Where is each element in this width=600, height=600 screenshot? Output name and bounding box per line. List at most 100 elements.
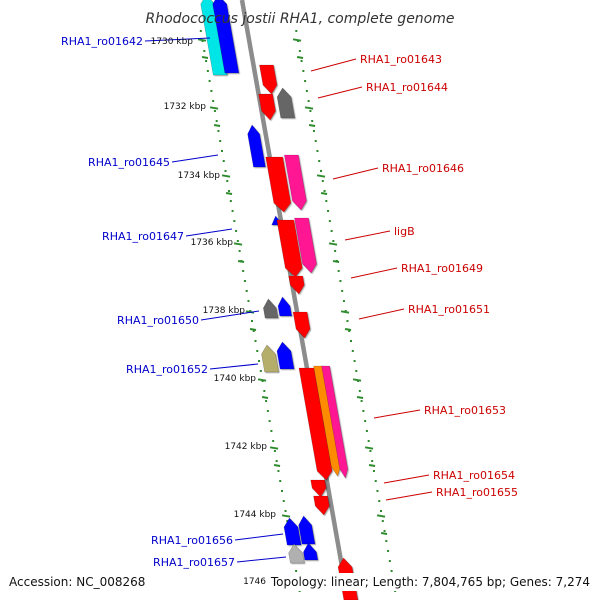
guide-dot-right bbox=[353, 360, 356, 362]
leader-line bbox=[332, 167, 379, 180]
genome-summary-text: Topology: linear; Length: 7,804,765 bp; … bbox=[270, 575, 590, 589]
gene-label-right[interactable]: RHA1_ro01654 bbox=[433, 469, 515, 482]
gene-arrow-blue bbox=[298, 515, 316, 545]
gene-label-right[interactable]: RHA1_ro01643 bbox=[360, 53, 442, 66]
guide-dot-right bbox=[355, 370, 358, 372]
label-leader-lines bbox=[144, 37, 433, 563]
guide-dot-left bbox=[229, 200, 232, 202]
guide-dot-right bbox=[316, 150, 319, 152]
guide-dot-right bbox=[312, 130, 315, 132]
minor-tick-right bbox=[368, 464, 376, 467]
leader-line bbox=[200, 310, 260, 321]
guide-dot-right bbox=[348, 330, 351, 332]
gene-label-left[interactable]: RHA1_ro01647 bbox=[102, 230, 184, 243]
guide-dot-right bbox=[307, 100, 310, 102]
guide-dot-left bbox=[238, 250, 241, 252]
gene-arrow-red bbox=[258, 93, 276, 121]
guide-dot-right bbox=[341, 290, 344, 292]
guide-dot-left bbox=[233, 220, 236, 222]
leader-line bbox=[385, 491, 433, 501]
guide-dot-right bbox=[369, 450, 372, 452]
major-tick-right bbox=[316, 174, 326, 178]
gene-label-right[interactable]: RHA1_ro01655 bbox=[436, 486, 518, 499]
gene-label-left[interactable]: RHA1_ro01652 bbox=[126, 363, 208, 376]
leader-line bbox=[171, 154, 219, 163]
minor-tick-left bbox=[213, 124, 221, 127]
gene-label-left[interactable]: RHA1_ro01656 bbox=[151, 534, 233, 547]
minor-tick-left bbox=[249, 328, 257, 331]
gene-arrow-red bbox=[298, 367, 333, 481]
left-gene-labels: RHA1_ro01642 RHA1_ro01645 RHA1_ro01647 R… bbox=[61, 35, 235, 569]
guide-dot-left bbox=[212, 100, 215, 102]
gene-arrow-gray bbox=[276, 87, 296, 119]
guide-dot-right bbox=[332, 240, 335, 242]
major-tick-right bbox=[352, 378, 362, 382]
major-tick-right bbox=[292, 38, 302, 42]
major-tick-left bbox=[269, 446, 279, 450]
guide-dot-left bbox=[245, 290, 248, 292]
gene-label-right[interactable]: RHA1_ro01653 bbox=[424, 404, 506, 417]
gene-arrow-red bbox=[276, 219, 303, 278]
major-tick-left bbox=[209, 106, 219, 110]
gene-label-right[interactable]: RHA1_ro01644 bbox=[366, 81, 448, 94]
leader-line bbox=[236, 556, 287, 563]
guide-dot-right bbox=[311, 120, 314, 122]
minor-tick-right bbox=[308, 124, 316, 127]
leader-line bbox=[234, 533, 284, 541]
guide-dot-right bbox=[330, 230, 333, 232]
guide-dot-left bbox=[282, 500, 285, 502]
gene-arrow-blue bbox=[276, 341, 295, 370]
guide-dot-left bbox=[265, 400, 268, 402]
guide-dot-left bbox=[263, 390, 266, 392]
gene-label-left[interactable]: RHA1_ro01645 bbox=[88, 156, 170, 169]
guide-dot-right bbox=[323, 190, 326, 192]
guide-dot-right bbox=[381, 520, 384, 522]
gene-arrow-gray bbox=[263, 298, 279, 319]
guide-dot-left bbox=[272, 440, 275, 442]
guide-dot-left bbox=[205, 60, 208, 62]
guide-dot-left bbox=[256, 350, 259, 352]
guide-dot-right bbox=[337, 270, 340, 272]
gene-label-left[interactable]: RHA1_ro01642 bbox=[61, 35, 143, 48]
minor-tick-right bbox=[296, 56, 304, 59]
guide-dot-right bbox=[371, 460, 374, 462]
gene-label-right[interactable]: RHA1_ro01649 bbox=[401, 262, 483, 275]
guide-dot-right bbox=[365, 430, 368, 432]
leader-line bbox=[350, 267, 398, 279]
guide-dot-right bbox=[304, 80, 307, 82]
gene-arrow-red bbox=[310, 479, 327, 498]
guide-dot-right bbox=[320, 170, 323, 172]
gene-label-left[interactable]: RHA1_ro01650 bbox=[117, 314, 199, 327]
guide-dot-right bbox=[380, 510, 383, 512]
guide-dot-left bbox=[222, 160, 225, 162]
guide-dot-left bbox=[213, 110, 216, 112]
gene-label-right[interactable]: RHA1_ro01651 bbox=[408, 303, 490, 316]
guide-dot-left bbox=[250, 320, 253, 322]
guide-dot-left bbox=[268, 420, 271, 422]
gene-label-right[interactable]: RHA1_ro01646 bbox=[382, 162, 464, 175]
leader-line bbox=[144, 37, 211, 42]
gene-label-right[interactable]: ligB bbox=[394, 225, 415, 238]
guide-dot-right bbox=[378, 500, 381, 502]
guide-dot-left bbox=[247, 300, 250, 302]
major-tick-left bbox=[281, 514, 291, 518]
gene-arrow-red bbox=[259, 64, 278, 95]
gene-label-left[interactable]: RHA1_ro01657 bbox=[153, 556, 235, 569]
guide-dot-left bbox=[235, 230, 238, 232]
gene-arrow-lightgray bbox=[288, 543, 305, 564]
guide-dot-right bbox=[327, 210, 330, 212]
guide-dot-right bbox=[334, 250, 337, 252]
guide-dot-right bbox=[358, 390, 361, 392]
guide-dot-right bbox=[339, 280, 342, 282]
summary-backdrop bbox=[270, 573, 595, 591]
kbp-label: 1736 kbp bbox=[191, 238, 234, 248]
guide-dot-left bbox=[208, 80, 211, 82]
guide-dot-left bbox=[210, 90, 213, 92]
guide-dot-left bbox=[277, 470, 280, 472]
gene-arrow-magenta bbox=[294, 217, 317, 274]
kbp-label: 1732 kbp bbox=[164, 102, 207, 112]
guide-dot-left bbox=[215, 120, 218, 122]
minor-tick-left bbox=[237, 260, 245, 263]
major-tick-left bbox=[257, 378, 267, 382]
